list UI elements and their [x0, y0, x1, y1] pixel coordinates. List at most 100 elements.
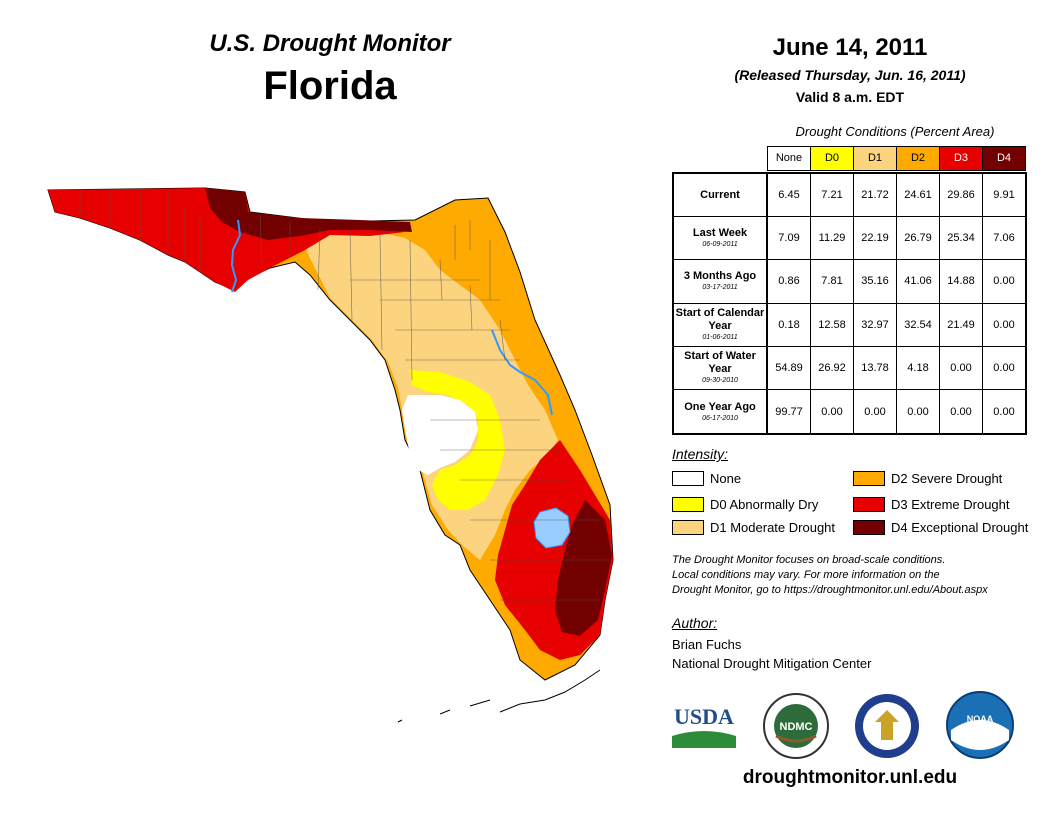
table-cell: 21.72 — [854, 174, 897, 217]
table-caption: Drought Conditions (Percent Area) — [795, 124, 995, 139]
monitor-title: U.S. Drought Monitor — [209, 30, 451, 57]
table-cell: 13.78 — [854, 346, 897, 389]
florida-keys — [397, 669, 601, 723]
row-label: Current — [674, 174, 768, 217]
table-cell: 32.54 — [897, 303, 940, 346]
legend-item: D3 Extreme Drought — [853, 497, 1010, 512]
lake-okeechobee — [533, 507, 571, 549]
table-cell: 26.92 — [811, 346, 854, 389]
map-zone-d3-panhandle — [48, 188, 405, 292]
legend-swatch — [853, 497, 885, 512]
table-cell: 0.00 — [854, 389, 897, 434]
drought-table: Current 6.45 7.21 21.72 24.61 29.86 9.91 Last W… — [672, 172, 1027, 436]
table-cell: 14.88 — [940, 260, 983, 303]
author-name: Brian Fuchs — [672, 637, 742, 652]
legend-swatch — [672, 520, 704, 535]
row-label: 3 Months Ago 03-17-2011 — [674, 260, 768, 303]
release-date: (Released Thursday, Jun. 16, 2011) — [734, 67, 966, 83]
table-row: One Year Ago 06-17-2010 99.77 0.00 0.00 0.00 0… — [674, 389, 1025, 434]
legend-swatch — [672, 497, 704, 512]
legend-label: D2 Severe Drought — [891, 471, 1003, 486]
note-line-1: The Drought Monitor focuses on broad-sca… — [672, 554, 946, 566]
table-cell: 11.29 — [811, 217, 854, 260]
table-cell: 0.00 — [940, 346, 983, 389]
legend-label: D1 Moderate Drought — [710, 520, 836, 535]
map-zone-none — [402, 395, 478, 475]
legend-item: D0 Abnormally Dry — [672, 497, 818, 512]
table-cell: 32.97 — [854, 303, 897, 346]
row-label-date: 09-30-2010 — [702, 377, 738, 385]
table-cell: 22.19 — [854, 217, 897, 260]
usda-logo: USDA — [672, 704, 736, 748]
legend-label: D0 Abnormally Dry — [710, 497, 819, 512]
row-label: Start of Calendar Year 01-06-2011 — [674, 303, 768, 346]
legend-item: D2 Severe Drought — [853, 471, 1002, 486]
legend-item: D4 Exceptional Drought — [853, 520, 1028, 535]
table-row: Start of Water Year 09-30-2010 54.89 26.92 1… — [674, 346, 1025, 390]
map-zone-d4-panhandle — [205, 188, 412, 240]
ndmc-logo-text: NDMC — [780, 721, 813, 733]
valid-time: Valid 8 a.m. EDT — [795, 89, 905, 105]
table-cell: 7.06 — [993, 232, 1015, 245]
table-cell: 29.86 — [940, 174, 983, 217]
row-label-date: 06-09-2011 — [702, 241, 738, 249]
table-row: Last Week 06-09-2011 7.09 11.29 22.19 26.79 25… — [674, 217, 1025, 261]
row-label: One Year Ago 06-17-2010 — [674, 389, 768, 434]
table-cell: 4.18 — [897, 346, 940, 389]
row-label: Last Week 06-09-2011 — [674, 217, 768, 260]
table-cell: 0.00 — [897, 389, 940, 434]
map-date: June 14, 2011 — [772, 34, 928, 61]
state-title: Florida — [263, 64, 397, 108]
table-row: Current 6.45 7.21 21.72 24.61 29.86 9.91 — [674, 174, 1025, 218]
table-cell: 24.61 — [897, 174, 940, 217]
table-cell: 6.45 — [768, 174, 811, 217]
table-cell: 26.79 — [897, 217, 940, 260]
legend-item: None — [672, 471, 741, 486]
row-label-name: Last Week — [692, 227, 748, 240]
noaa-logo-text: NOAA — [967, 714, 994, 724]
category-header-none: None — [768, 147, 811, 170]
legend-swatch — [853, 520, 885, 535]
table-cell: 54.89 — [768, 346, 811, 389]
table-row: 3 Months Ago 03-17-2011 0.86 7.81 35.16 41.06… — [674, 260, 1025, 304]
legend-item: D1 Moderate Drought — [672, 520, 835, 535]
table-cell: 0.00 — [993, 318, 1015, 331]
category-header-d2: D2 — [897, 147, 940, 170]
legend-swatch — [853, 471, 885, 486]
note-line-2: Local conditions may vary. For more info… — [672, 569, 940, 581]
table-cell: 0.00 — [993, 361, 1015, 374]
category-header-d4: D4 — [983, 147, 1025, 170]
legend-title: Intensity: — [672, 446, 729, 462]
table-cell: 35.16 — [854, 260, 897, 303]
table-cell: 0.86 — [768, 260, 811, 303]
row-label-date: 03-17-2011 — [702, 284, 738, 292]
disclaimer-note: The Drought Monitor focuses on broad-sca… — [672, 553, 1042, 598]
table-cell: 7.09 — [768, 217, 811, 260]
author-title: Author: — [672, 615, 718, 631]
map-zone-d0 — [410, 370, 505, 510]
noaa-logo: NOAA — [946, 691, 1014, 759]
row-label: Start of Water Year 09-30-2010 — [674, 346, 768, 389]
legend-label: D4 Exceptional Drought — [891, 520, 1029, 535]
florida-drought-map — [47, 187, 614, 723]
row-label-date: 01-06-2011 — [702, 334, 738, 342]
table-cell: 0.18 — [768, 303, 811, 346]
table-row: Start of Calendar Year 01-06-2011 0.18 12.5… — [674, 303, 1025, 347]
row-label-name: Current — [700, 188, 740, 201]
category-header-d3: D3 — [940, 147, 983, 170]
table-cell: 41.06 — [897, 260, 940, 303]
row-label-name: Start of Water Year — [684, 350, 756, 376]
map-zone-d4-south — [555, 500, 612, 636]
row-label-name: One Year Ago — [684, 400, 756, 413]
table-cell: 21.49 — [940, 303, 983, 346]
table-cell: 25.34 — [940, 217, 983, 260]
commerce-seal — [855, 694, 919, 758]
table-cell: 99.77 — [768, 389, 811, 434]
row-label-date: 06-17-2010 — [702, 414, 738, 422]
county-lines — [79, 190, 610, 601]
legend-label: D3 Extreme Drought — [891, 497, 1010, 512]
table-cell: 9.91 — [993, 189, 1015, 202]
author-org: National Drought Mitigation Center — [672, 656, 872, 671]
website-link[interactable]: droughtmonitor.unl.edu — [742, 767, 958, 788]
legend-label: None — [710, 471, 742, 486]
